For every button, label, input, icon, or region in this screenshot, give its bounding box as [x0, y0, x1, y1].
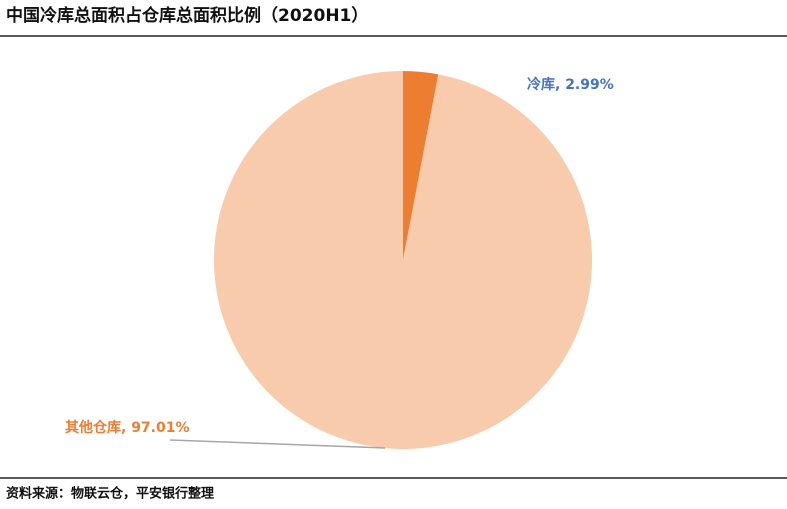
chart-title: 中国冷库总面积占仓库总面积比例（2020H1） [6, 5, 368, 26]
data-label: 冷库, 2.99% [527, 76, 614, 93]
source: 资料来源：物联云仓，平安银行整理 [6, 486, 214, 502]
pie-slice [403, 71, 439, 260]
data-label: 其他仓库, 97.01% [65, 419, 190, 436]
leader-line [169, 439, 386, 449]
pie-slice [213, 71, 592, 449]
